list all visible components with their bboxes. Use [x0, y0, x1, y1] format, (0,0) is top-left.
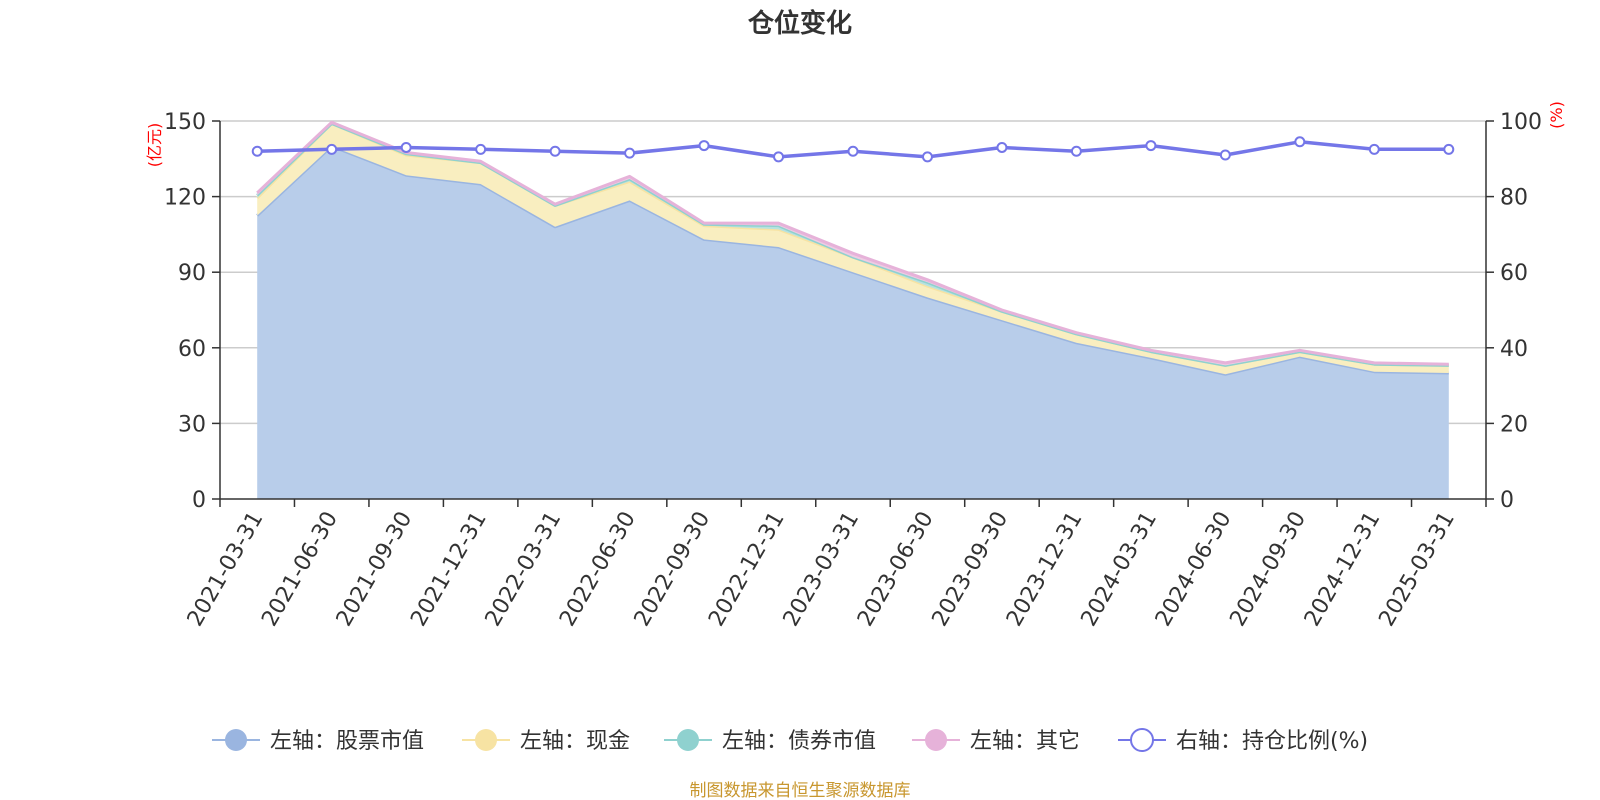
legend-item-1: 左轴：股票市值 — [212, 729, 424, 754]
x-axis-tick-label: 2024-09-30 — [1225, 508, 1311, 631]
right-axis-tick-label: 80 — [1500, 186, 1528, 211]
x-axis-tick-label: 2021-12-31 — [406, 508, 492, 631]
left-axis-tick-label: 120 — [164, 186, 206, 211]
legend-label: 左轴：现金 — [520, 729, 630, 754]
ratio-point — [847, 145, 859, 157]
legend-label: 右轴：持仓比例(%) — [1176, 729, 1368, 754]
legend-item-2: 左轴：现金 — [462, 729, 630, 754]
series-1-area — [257, 146, 1449, 499]
ratio-point — [921, 151, 933, 163]
x-axis-tick-label: 2022-03-31 — [481, 508, 567, 631]
ratio-point — [549, 145, 561, 157]
left-axis-tick-label: 0 — [192, 488, 206, 513]
legend-marker-dot — [225, 729, 247, 751]
legend-label: 左轴：债券市值 — [722, 729, 876, 754]
left-axis-tick-label: 150 — [164, 110, 206, 135]
x-axis-tick-label: 2023-12-31 — [1002, 508, 1088, 631]
ratio-point — [1070, 145, 1082, 157]
ratio-point — [1368, 143, 1380, 155]
right-axis-unit: (%) — [1547, 101, 1566, 129]
ratio-point — [773, 151, 785, 163]
x-axis-tick-label: 2021-03-31 — [183, 508, 269, 631]
ratio-point — [624, 147, 636, 159]
legend-marker-dot — [677, 729, 699, 751]
ratio-point — [1443, 143, 1455, 155]
right-axis-tick-label: 20 — [1500, 412, 1528, 437]
x-axis-tick-label: 2023-06-30 — [853, 508, 939, 631]
x-axis-tick-label: 2022-12-31 — [704, 508, 790, 631]
ratio-point — [1294, 136, 1306, 148]
ratio-point — [996, 141, 1008, 153]
right-axis-tick-label: 100 — [1500, 110, 1542, 135]
legend-item-3: 左轴：债券市值 — [664, 729, 876, 754]
legend-marker-dot — [475, 729, 497, 751]
left-axis-tick-label: 90 — [178, 261, 206, 286]
x-axis-tick-label: 2023-03-31 — [779, 508, 865, 631]
legend-item-5: 右轴：持仓比例(%) — [1118, 728, 1368, 754]
x-axis-tick-label: 2024-06-30 — [1151, 508, 1237, 631]
left-axis-tick-label: 60 — [178, 337, 206, 362]
ratio-point — [1145, 140, 1157, 152]
data-source-note: 制图数据来自恒生聚源数据库 — [690, 781, 911, 800]
chart-title: 仓位变化 — [747, 8, 852, 39]
legend-label: 左轴：其它 — [970, 729, 1080, 754]
ratio-point — [251, 145, 263, 157]
right-axis-tick-label: 0 — [1500, 488, 1514, 513]
x-axis-tick-label: 2024-03-31 — [1076, 508, 1162, 631]
left-axis-tick-label: 30 — [178, 412, 206, 437]
ratio-point — [475, 143, 487, 155]
x-axis-tick-label: 2022-06-30 — [555, 508, 641, 631]
right-axis-tick-label: 40 — [1500, 337, 1528, 362]
legend-label: 左轴：股票市值 — [270, 729, 424, 754]
ratio-point — [1219, 149, 1231, 161]
x-axis-tick-label: 2023-09-30 — [928, 508, 1014, 631]
area-layer — [256, 120, 1449, 499]
ratio-point — [326, 143, 338, 155]
x-axis-tick-label: 2024-12-31 — [1300, 508, 1386, 631]
x-axis-tick-label: 2021-09-30 — [332, 508, 418, 631]
right-axis-tick-label: 60 — [1500, 261, 1528, 286]
series-4-line — [256, 120, 1449, 366]
ratio-point — [400, 141, 412, 153]
legend-item-4: 左轴：其它 — [912, 729, 1080, 754]
x-axis-tick-label: 2022-09-30 — [630, 508, 716, 631]
legend: 左轴：股票市值 左轴：现金 左轴：债券市值 左轴：其它 右轴：持仓比例(%) — [212, 728, 1368, 754]
legend-marker-dot — [925, 729, 947, 751]
ratio-point — [698, 140, 710, 152]
ratio-line-layer — [251, 136, 1455, 163]
left-axis-unit: (亿元) — [145, 123, 164, 168]
legend-marker-dot — [1130, 728, 1154, 752]
x-axis-tick-label: 2025-03-31 — [1374, 508, 1460, 631]
x-axis-tick-label: 2021-06-30 — [257, 508, 343, 631]
